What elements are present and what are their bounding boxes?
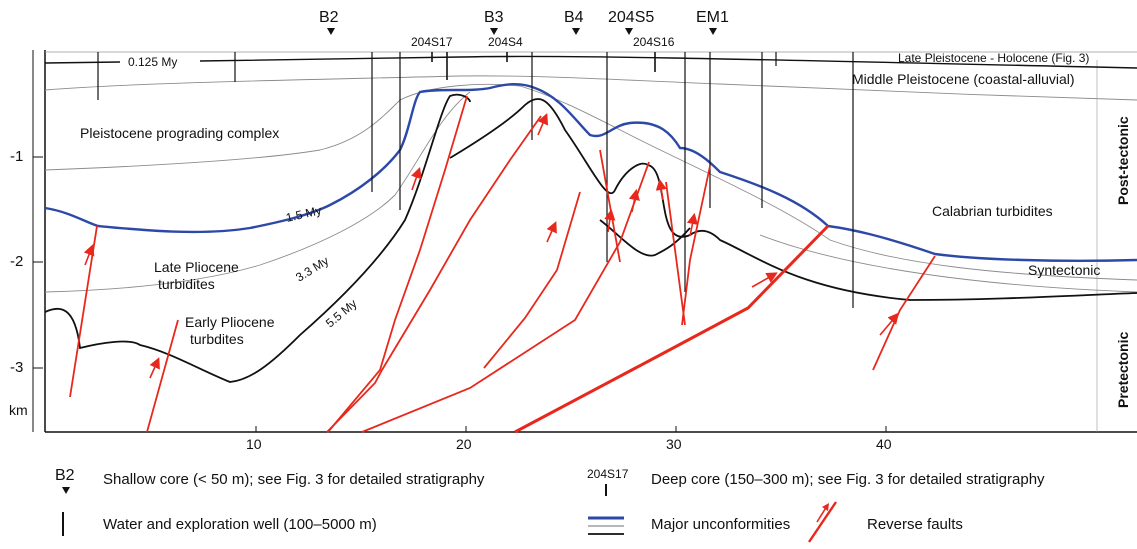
legend-shallow-symbol: B2 [55, 467, 75, 484]
svg-text:204S16: 204S16 [633, 35, 675, 49]
svg-text:204S5: 204S5 [608, 9, 654, 26]
svg-text:Middle Pleistocene (coastal-al: Middle Pleistocene (coastal-alluvial) [852, 71, 1075, 87]
svg-text:3.3 My: 3.3 My [293, 254, 331, 285]
svg-text:Post-tectonic: Post-tectonic [1115, 116, 1131, 205]
y-tick-label: -3 [10, 359, 23, 376]
shallow-core-icon [62, 487, 70, 494]
svg-text:Calabrian turbidites: Calabrian turbidites [932, 203, 1053, 219]
svg-text:204S4: 204S4 [488, 35, 523, 49]
deep-core-labels: 204S17 204S4 204S16 [411, 35, 675, 49]
svg-text:Early Pliocene: Early Pliocene [185, 314, 275, 330]
reverse-fault-icon [808, 501, 837, 543]
svg-text:B2: B2 [319, 9, 339, 26]
svg-text:EM1: EM1 [696, 9, 729, 26]
unit-labels: Late Pleistocene - Holocene (Fig. 3) Mid… [80, 51, 1131, 408]
horizon-label: 0.125 My [128, 55, 177, 69]
legend-well-text: Water and exploration well (100–5000 m) [103, 516, 377, 533]
x-tick-label: 20 [456, 436, 472, 452]
well-icon [62, 512, 64, 536]
unconformity-15: 1.5 My [44, 83, 1137, 262]
y-tick-label: -1 [10, 148, 23, 165]
deep-cores [431, 52, 656, 80]
y-unit-label: km [9, 402, 28, 418]
legend-deep-text: Deep core (150–300 m); see Fig. 3 for de… [651, 471, 1045, 488]
thin-horizons [44, 75, 1137, 293]
svg-text:B4: B4 [564, 9, 584, 26]
y-tick-label: -2 [10, 253, 23, 270]
svg-text:5.5 My: 5.5 My [323, 296, 360, 330]
svg-text:Late Pliocene: Late Pliocene [154, 259, 239, 275]
plot-frame [32, 50, 1137, 433]
horizon-labels-black: 3.3 My 5.5 My [293, 254, 359, 331]
legend-unconformity-text: Major unconformities [651, 516, 791, 533]
svg-text:Syntectonic: Syntectonic [1028, 262, 1100, 278]
x-tick-label: 40 [876, 436, 892, 452]
y-axis: -1 -2 -3 km [9, 148, 43, 418]
x-tick-label: 10 [246, 436, 262, 452]
legend-fault-text: Reverse faults [867, 516, 963, 533]
svg-text:B3: B3 [484, 9, 504, 26]
svg-text:204S17: 204S17 [411, 35, 453, 49]
svg-text:turbidites: turbidites [158, 276, 215, 292]
horizons-black [44, 93, 1137, 383]
shallow-cores: B2 B3 B4 204S5 EM1 [319, 9, 729, 35]
wells [97, 52, 854, 308]
x-tick-label: 30 [666, 436, 682, 452]
major-fault [514, 224, 830, 434]
x-axis: 10 20 30 40 [246, 426, 892, 452]
svg-text:turbdites: turbdites [190, 331, 244, 347]
legend-shallow-text: Shallow core (< 50 m); see Fig. 3 for de… [103, 471, 485, 488]
svg-text:Late Pleistocene - Holocene (F: Late Pleistocene - Holocene (Fig. 3) [898, 51, 1089, 65]
legend-deep-symbol: 204S17 [587, 467, 629, 481]
deep-core-icon [605, 484, 607, 496]
svg-text:Pleistocene prograding complex: Pleistocene prograding complex [80, 125, 279, 141]
fault-arrows [83, 113, 900, 379]
svg-text:Pretectonic: Pretectonic [1115, 332, 1131, 408]
horizon-label: 1.5 My [285, 203, 323, 225]
unconformity-icon [588, 516, 624, 535]
horizon-0125: 0.125 My [44, 55, 1137, 69]
